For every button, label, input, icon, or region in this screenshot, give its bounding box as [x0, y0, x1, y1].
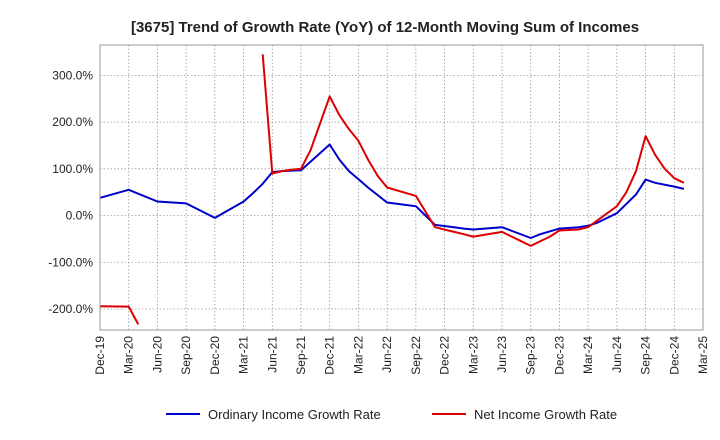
- x-tick-label: Sep-24: [639, 336, 653, 375]
- grid: [99, 45, 704, 330]
- y-tick-label: -100.0%: [48, 255, 93, 269]
- x-tick-label: Dec-20: [208, 336, 222, 375]
- x-tick-label: Jun-23: [495, 336, 509, 373]
- x-tick-label: Mar-23: [466, 336, 480, 374]
- x-tick-label: Mar-24: [581, 336, 595, 374]
- y-tick-label: 200.0%: [52, 115, 93, 129]
- x-tick-label: Mar-25: [696, 336, 710, 374]
- x-tick-label: Mar-20: [122, 336, 136, 374]
- x-tick-label: Mar-21: [237, 336, 251, 374]
- chart-title: [3675] Trend of Growth Rate (YoY) of 12-…: [131, 19, 639, 36]
- x-tick-label: Sep-21: [294, 336, 308, 375]
- x-tick-label: Dec-24: [667, 336, 681, 375]
- x-axis: Dec-19 Mar-20 Jun-20 Sep-20 Dec-20 Mar-21 Jun-…: [93, 336, 710, 375]
- x-tick-label: Mar-22: [351, 336, 365, 374]
- y-tick-label: -200.0%: [48, 302, 93, 316]
- y-tick-label: 300.0%: [52, 68, 93, 82]
- ordinary-income-line: [99, 143, 685, 239]
- legend-label-net-income: Net Income Growth Rate: [474, 407, 617, 422]
- x-tick-label: Dec-19: [93, 336, 107, 375]
- x-tick-label: Sep-20: [179, 336, 193, 375]
- net-income-line-segment-1: [99, 305, 140, 325]
- x-tick-label: Jun-20: [150, 336, 164, 373]
- series-layer: [99, 54, 685, 325]
- x-tick-label: Sep-22: [409, 336, 423, 375]
- legend-label-ordinary-income: Ordinary Income Growth Rate: [208, 407, 381, 422]
- x-tick-label: Dec-23: [552, 336, 566, 375]
- x-tick-label: Sep-23: [524, 336, 538, 375]
- y-tick-label: 100.0%: [52, 162, 93, 176]
- x-tick-label: Jun-24: [610, 336, 624, 373]
- x-tick-label: Jun-21: [265, 336, 279, 373]
- y-tick-label: 0.0%: [66, 209, 94, 223]
- x-tick-label: Dec-21: [323, 336, 337, 375]
- x-tick-label: Dec-22: [438, 336, 452, 375]
- y-axis: -200.0% -100.0% 0.0% 100.0% 200.0% 300.0%: [48, 68, 93, 316]
- legend: Ordinary Income Growth Rate Net Income G…: [166, 407, 617, 422]
- x-tick-label: Jun-22: [380, 336, 394, 373]
- plot-frame: [99, 44, 704, 331]
- net-income-line-segment-2: [261, 54, 685, 247]
